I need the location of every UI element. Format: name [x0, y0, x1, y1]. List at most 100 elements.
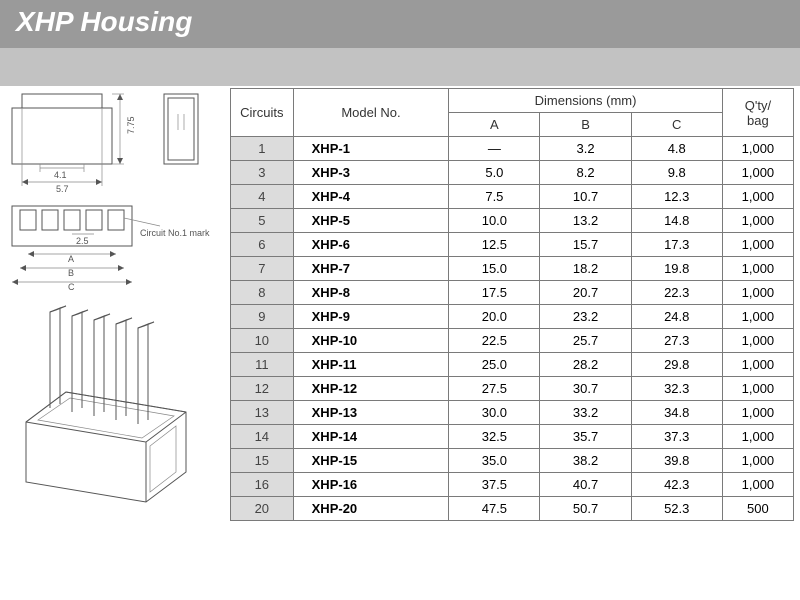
cell-b: 50.7	[540, 497, 631, 521]
cell-model: XHP-13	[293, 401, 449, 425]
cell-circuits: 10	[231, 329, 294, 353]
cell-b: 18.2	[540, 257, 631, 281]
th-a: A	[449, 113, 540, 137]
cell-c: 29.8	[631, 353, 722, 377]
table-row: 11XHP-1125.028.229.81,000	[231, 353, 794, 377]
cell-b: 40.7	[540, 473, 631, 497]
cell-circuits: 3	[231, 161, 294, 185]
dim-height: 7.75	[126, 116, 136, 134]
cell-b: 25.7	[540, 329, 631, 353]
th-qty: Q'ty/ bag	[722, 89, 793, 137]
cell-a: 10.0	[449, 209, 540, 233]
cell-c: 4.8	[631, 137, 722, 161]
cell-qty: 1,000	[722, 329, 793, 353]
spec-table: Circuits Model No. Dimensions (mm) Q'ty/…	[230, 88, 794, 521]
cell-c: 17.3	[631, 233, 722, 257]
cell-model: XHP-5	[293, 209, 449, 233]
cell-b: 33.2	[540, 401, 631, 425]
cell-qty: 1,000	[722, 305, 793, 329]
cell-circuits: 11	[231, 353, 294, 377]
title-bar: XHP Housing	[0, 0, 800, 48]
table-row: 6XHP-612.515.717.31,000	[231, 233, 794, 257]
cell-a: 17.5	[449, 281, 540, 305]
cell-a: 27.5	[449, 377, 540, 401]
cell-model: XHP-15	[293, 449, 449, 473]
cell-c: 9.8	[631, 161, 722, 185]
cell-c: 14.8	[631, 209, 722, 233]
cell-b: 13.2	[540, 209, 631, 233]
table-row: 1XHP-1—3.24.81,000	[231, 137, 794, 161]
th-b: B	[540, 113, 631, 137]
cell-c: 22.3	[631, 281, 722, 305]
cell-qty: 500	[722, 497, 793, 521]
th-circuits: Circuits	[231, 89, 294, 137]
cell-c: 24.8	[631, 305, 722, 329]
table-row: 20XHP-2047.550.752.3500	[231, 497, 794, 521]
table-row: 3XHP-35.08.29.81,000	[231, 161, 794, 185]
th-c: C	[631, 113, 722, 137]
spec-table-wrap: Circuits Model No. Dimensions (mm) Q'ty/…	[230, 88, 794, 521]
cell-qty: 1,000	[722, 209, 793, 233]
cell-circuits: 15	[231, 449, 294, 473]
cell-qty: 1,000	[722, 353, 793, 377]
cell-b: 35.7	[540, 425, 631, 449]
cell-a: 47.5	[449, 497, 540, 521]
dim-outer: 5.7	[56, 184, 69, 192]
cell-b: 23.2	[540, 305, 631, 329]
page-title: XHP Housing	[16, 6, 192, 37]
cell-a: 15.0	[449, 257, 540, 281]
table-row: 7XHP-715.018.219.81,000	[231, 257, 794, 281]
cell-a: 30.0	[449, 401, 540, 425]
cell-b: 30.7	[540, 377, 631, 401]
cell-c: 12.3	[631, 185, 722, 209]
cell-c: 37.3	[631, 425, 722, 449]
cell-c: 34.8	[631, 401, 722, 425]
circuit-mark-label: Circuit No.1 mark	[140, 228, 210, 238]
cell-qty: 1,000	[722, 161, 793, 185]
cell-c: 27.3	[631, 329, 722, 353]
content: 7.75 4.1 5.7	[0, 86, 800, 523]
cell-qty: 1,000	[722, 401, 793, 425]
cell-circuits: 14	[231, 425, 294, 449]
cell-a: 7.5	[449, 185, 540, 209]
table-row: 10XHP-1022.525.727.31,000	[231, 329, 794, 353]
cell-qty: 1,000	[722, 449, 793, 473]
cell-model: XHP-8	[293, 281, 449, 305]
cell-model: XHP-16	[293, 473, 449, 497]
cell-qty: 1,000	[722, 233, 793, 257]
cell-model: XHP-7	[293, 257, 449, 281]
diagram-column: 7.75 4.1 5.7	[6, 88, 230, 521]
cell-c: 52.3	[631, 497, 722, 521]
dim-c: C	[68, 282, 75, 292]
cell-a: 22.5	[449, 329, 540, 353]
sub-bar	[0, 48, 800, 86]
cell-model: XHP-11	[293, 353, 449, 377]
table-row: 16XHP-1637.540.742.31,000	[231, 473, 794, 497]
dim-a: A	[68, 254, 74, 264]
cell-circuits: 5	[231, 209, 294, 233]
cell-a: 37.5	[449, 473, 540, 497]
table-row: 13XHP-1330.033.234.81,000	[231, 401, 794, 425]
cell-b: 15.7	[540, 233, 631, 257]
cell-qty: 1,000	[722, 257, 793, 281]
cell-b: 20.7	[540, 281, 631, 305]
th-model: Model No.	[293, 89, 449, 137]
cell-a: 35.0	[449, 449, 540, 473]
cell-model: XHP-1	[293, 137, 449, 161]
th-dimensions: Dimensions (mm)	[449, 89, 723, 113]
cell-qty: 1,000	[722, 377, 793, 401]
diagram-3d-view	[6, 292, 226, 512]
cell-qty: 1,000	[722, 473, 793, 497]
cell-model: XHP-12	[293, 377, 449, 401]
cell-circuits: 4	[231, 185, 294, 209]
cell-qty: 1,000	[722, 137, 793, 161]
cell-a: 20.0	[449, 305, 540, 329]
cell-circuits: 12	[231, 377, 294, 401]
table-row: 14XHP-1432.535.737.31,000	[231, 425, 794, 449]
cell-qty: 1,000	[722, 281, 793, 305]
table-row: 9XHP-920.023.224.81,000	[231, 305, 794, 329]
cell-model: XHP-3	[293, 161, 449, 185]
cell-model: XHP-6	[293, 233, 449, 257]
cell-b: 28.2	[540, 353, 631, 377]
cell-c: 32.3	[631, 377, 722, 401]
